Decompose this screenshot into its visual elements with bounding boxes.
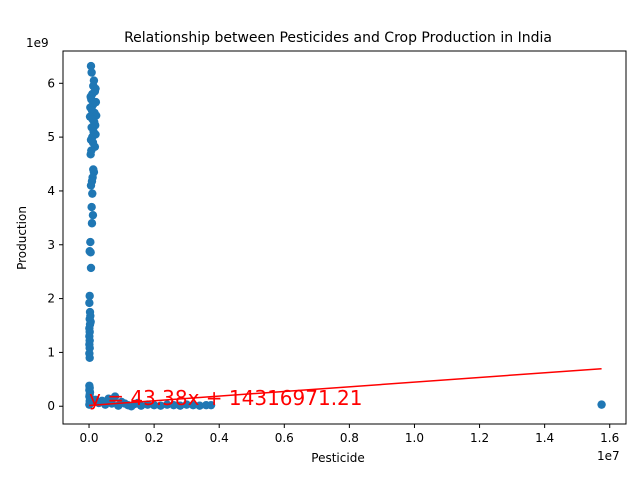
y-tick-label: 6 (47, 76, 55, 90)
data-point (86, 181, 96, 190)
data-point (162, 400, 172, 409)
x-tick-label: 0.2 (145, 431, 164, 445)
x-tick-label: 0.4 (210, 431, 229, 445)
x-axis-offset-label: 1e7 (597, 449, 620, 463)
data-point (188, 400, 198, 410)
x-tick-label: 1.0 (405, 431, 424, 445)
plot-frame (62, 50, 627, 425)
y-tick-label: 1 (47, 345, 55, 359)
data-point (195, 401, 204, 410)
x-tick-label: 0.0 (79, 431, 98, 445)
x-tick-label: 0.6 (275, 431, 294, 445)
y-tick-label: 0 (47, 399, 55, 413)
data-point (127, 402, 136, 411)
data-point (169, 400, 178, 410)
data-point (206, 400, 216, 410)
y-tick-label: 3 (47, 238, 55, 252)
data-point (133, 398, 143, 408)
data-point (182, 400, 191, 409)
data-point (143, 400, 152, 409)
x-tick-label: 1.4 (535, 431, 554, 445)
data-point (85, 291, 94, 301)
data-point (85, 353, 94, 362)
data-point (87, 202, 96, 212)
y-tick-label: 4 (47, 184, 55, 198)
chart-title: Relationship between Pesticides and Crop… (124, 30, 552, 46)
x-tick-label: 1.2 (470, 431, 489, 445)
x-tick-label: 1.6 (600, 431, 619, 445)
y-tick-label: 2 (47, 292, 55, 306)
y-axis-offset-label: 1e9 (26, 36, 49, 50)
data-point (88, 189, 97, 198)
data-point (86, 237, 95, 247)
fit-line (88, 367, 602, 407)
data-point (175, 401, 185, 410)
y-axis-title: Production (15, 206, 29, 270)
data-point (87, 219, 97, 228)
plot-area: y = 43.38x + 14316971.21 0.0 0.2 0.4 0.6 0.8 1… (47, 50, 627, 445)
data-point (86, 263, 96, 273)
data-point (87, 68, 96, 77)
data-point (156, 401, 165, 410)
fit-equation-annotation: y = 43.38x + 14316971.21 (89, 386, 362, 410)
data-point (85, 298, 94, 308)
data-point (597, 400, 606, 409)
data-point (110, 392, 120, 401)
data-point (86, 150, 95, 159)
y-tick-label: 5 (47, 130, 55, 144)
data-point (88, 210, 98, 220)
x-tick-label: 0.8 (340, 431, 359, 445)
data-point (86, 61, 96, 71)
data-point (85, 400, 94, 409)
data-point (149, 400, 159, 410)
x-axis-title: Pesticide (311, 451, 364, 465)
data-point (86, 248, 95, 257)
